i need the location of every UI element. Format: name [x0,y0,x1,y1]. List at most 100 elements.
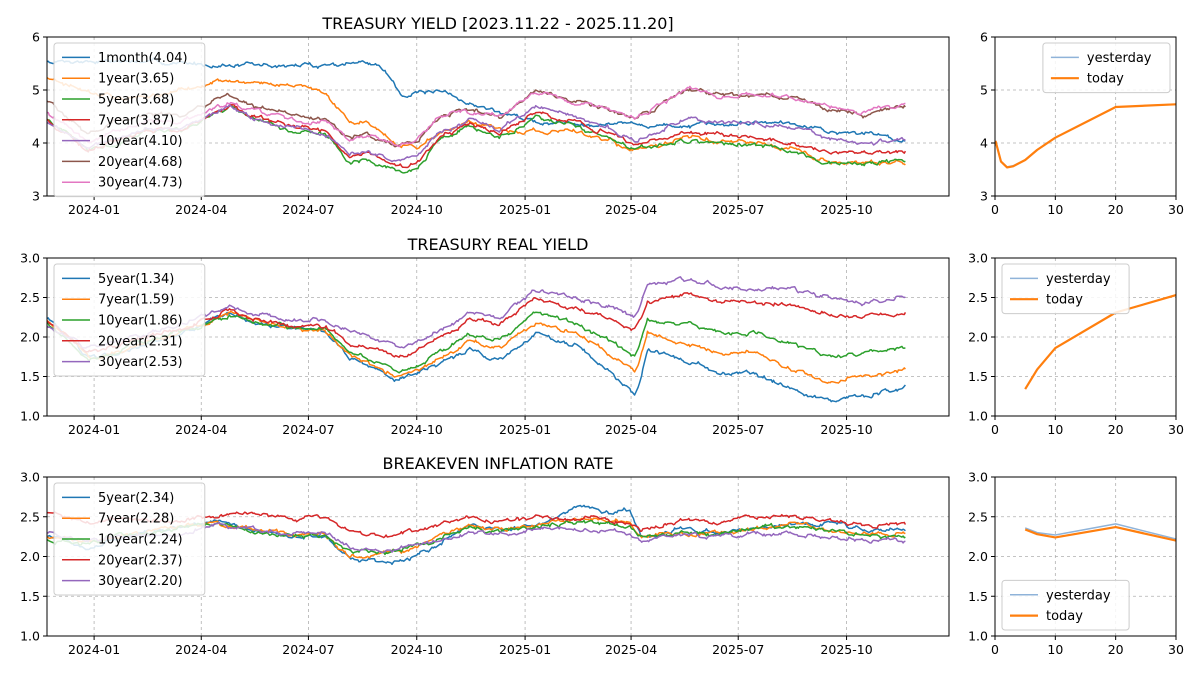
x-tick-label: 20 [1108,202,1124,217]
chart-panel-5: 1.0 1.5 2.0 2.5 3.0 0 10 20 30 yesterday today [968,470,1184,658]
y-tick-label: 2.0 [968,330,988,345]
series-line-yesterday [995,103,1176,168]
legend: yesterday today [1042,42,1171,94]
x-tick-label: 2024-07 [282,642,334,657]
legend-label: 30year(2.53) [98,355,183,370]
legend-label: today [1046,609,1083,624]
x-tick-label: 2024-07 [282,422,334,437]
chart-panel-4: 1.0 1.5 2.0 2.5 3.0 0 10 20 30 yesterday today [968,251,1184,438]
y-tick-label: 2.5 [968,509,988,524]
x-tick-label: 2025-01 [499,422,551,437]
legend-label: 5year(1.34) [98,272,174,287]
x-tick-label: 2024-10 [391,202,443,217]
legend-box [53,42,206,198]
x-tick-label: 10 [1047,642,1063,657]
y-tick-label: 2.0 [20,549,40,564]
x-tick-label: 2024-04 [175,202,227,217]
legend-label: 1year(3.65) [98,72,174,87]
legend-label: 1month(4.04) [98,51,188,66]
y-tick-label: 3.0 [20,251,40,266]
legend-label: 5year(3.68) [98,93,174,108]
legend-label: 20year(2.31) [98,334,183,349]
y-tick-label: 5 [980,83,988,98]
series-group [1024,294,1176,390]
legend-label: yesterday [1046,272,1111,287]
x-tick-label: 2024-10 [391,422,443,437]
y-tick-label: 6 [980,30,988,45]
y-tick-label: 2.0 [968,549,988,564]
legend-box [1001,263,1130,315]
legend-label: 30year(2.20) [98,574,183,589]
legend-label: 10year(1.86) [98,314,183,329]
y-tick-label: 2.5 [968,290,988,305]
chart-panel-3: 3 4 5 6 0 10 20 30 yesterday today [980,30,1184,218]
x-tick-label: 2025-10 [820,202,872,217]
y-tick-label: 1.5 [20,369,40,384]
x-tick-label: 2024-01 [68,642,120,657]
chart-title: BREAKEVEN INFLATION RATE [383,454,614,473]
y-tick-label: 2.5 [20,509,40,524]
y-tick-label: 3.0 [968,470,988,485]
x-tick-label: 2024-04 [175,422,227,437]
y-tick-label: 1.5 [968,369,988,384]
y-tick-label: 1.0 [968,409,988,424]
series-line-yesterday [1024,523,1176,540]
y-tick-label: 2.0 [20,330,40,345]
y-tick-label: 1.0 [20,629,40,644]
y-tick-label: 1.5 [20,589,40,604]
legend-box [53,263,206,377]
x-tick-label: 2025-07 [712,642,764,657]
chart-panel-0: 3 4 5 6 2024-01 2024-04 2024-07 2024-10 2025-01 2… [32,14,950,217]
x-tick-label: 2025-10 [820,422,872,437]
x-tick-label: 2024-04 [175,642,227,657]
chart-title: TREASURY REAL YIELD [407,235,589,254]
y-tick-label: 4 [32,136,40,151]
y-tick-label: 4 [980,136,988,151]
legend-label: yesterday [1046,588,1111,603]
x-tick-label: 30 [1168,202,1184,217]
legend-label: today [1087,72,1124,87]
legend: 5year(2.34) 7year(2.28) 10year(2.24) 20year… [53,482,206,596]
legend-label: 30year(4.73) [98,176,183,191]
series-group [1024,523,1176,542]
y-tick-label: 1.0 [20,409,40,424]
x-tick-label: 30 [1168,422,1184,437]
legend-label: today [1046,293,1083,308]
y-tick-label: 2.5 [20,290,40,305]
legend: 5year(1.34) 7year(1.59) 10year(1.86) 20year… [53,263,206,377]
y-tick-label: 3.0 [968,251,988,266]
x-tick-label: 20 [1108,642,1124,657]
y-tick-label: 5 [32,83,40,98]
y-tick-label: 1.0 [968,629,988,644]
y-tick-label: 3.0 [20,470,40,485]
y-tick-label: 1.5 [968,589,988,604]
legend-box [1001,579,1130,631]
x-tick-label: 0 [991,202,999,217]
x-tick-label: 2024-01 [68,422,120,437]
x-tick-label: 2024-01 [68,202,120,217]
x-tick-label: 2025-04 [605,202,657,217]
legend-label: 5year(2.34) [98,491,174,506]
x-tick-label: 0 [991,422,999,437]
legend-label: 7year(1.59) [98,293,174,308]
x-tick-label: 0 [991,642,999,657]
legend-box [1042,42,1171,94]
x-tick-label: 2025-04 [605,422,657,437]
x-tick-label: 10 [1047,422,1063,437]
y-tick-label: 3 [980,189,988,204]
x-tick-label: 2025-07 [712,422,764,437]
legend: yesterday today [1001,579,1130,631]
y-tick-label: 6 [32,30,40,45]
y-tick-label: 3 [32,189,40,204]
x-tick-label: 2024-10 [391,642,443,657]
legend-box [53,482,206,596]
x-tick-label: 2025-10 [820,642,872,657]
x-tick-label: 2025-01 [499,642,551,657]
x-tick-label: 2025-01 [499,202,551,217]
legend-label: 7year(2.28) [98,512,174,527]
x-tick-label: 2024-07 [282,202,334,217]
series-line-today [995,103,1176,169]
legend: 1month(4.04) 1year(3.65) 5year(3.68) 7year(… [53,42,206,198]
series-line-today [1024,526,1176,542]
